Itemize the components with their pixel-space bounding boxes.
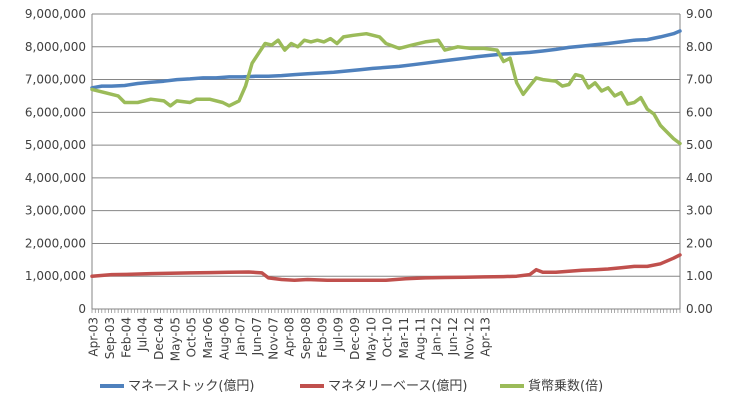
x-tick-label: Nov-07 (266, 317, 280, 360)
left-axis-tick-label: 9,000,000 (25, 7, 86, 21)
right-axis-tick-label: 2.00 (686, 236, 713, 250)
left-axis-tick-label: 2,000,000 (25, 236, 86, 250)
right-axis-tick-label: 0.00 (686, 302, 713, 316)
x-tick-label: Jan-07 (234, 317, 248, 356)
x-tick-label: Jun-07 (250, 317, 264, 356)
x-tick-label: Jan-12 (430, 317, 444, 356)
right-axis-tick-label: 4.00 (686, 171, 713, 185)
left-axis-tick-label: 6,000,000 (25, 105, 86, 119)
left-axis-tick-label: 8,000,000 (25, 40, 86, 54)
x-tick-label: Feb-04 (119, 317, 133, 358)
x-tick-label: May-10 (364, 317, 378, 361)
right-axis-tick-label: 9.00 (686, 7, 713, 21)
x-tick-label: Mar-06 (201, 317, 215, 358)
x-tick-label: Aug-11 (413, 317, 427, 360)
x-tick-label: Aug-06 (217, 317, 231, 360)
x-tick-label: Mar-11 (397, 317, 411, 358)
x-tick-label: Dec-09 (348, 317, 362, 360)
x-tick-label: Nov-12 (462, 317, 476, 360)
right-axis-tick-label: 7.00 (686, 73, 713, 87)
right-axis-tick-label: 5.00 (686, 138, 713, 152)
legend-label: マネタリーベース(億円) (328, 378, 468, 394)
x-tick-label: Sep-08 (299, 317, 313, 359)
right-axis-tick-label: 3.00 (686, 204, 713, 218)
x-tick-label: Feb-09 (315, 317, 329, 358)
money-multiplier-line (90, 31, 682, 146)
left-axis-tick-label: 0 (78, 302, 86, 316)
x-tick-label: Jun-12 (446, 317, 460, 356)
right-axis-tick-label: 1.00 (686, 269, 713, 283)
x-tick-label: Sep-03 (103, 317, 117, 359)
x-tick-label: Dec-04 (152, 317, 166, 360)
x-tick-label: Jul-04 (136, 317, 150, 352)
legend-label: 貨幣乗数(倍) (528, 378, 603, 394)
money-stock-line (90, 29, 682, 90)
x-tick-label: May-05 (168, 317, 182, 361)
legend-label: マネーストック(億円) (128, 378, 255, 394)
left-axis-tick-label: 1,000,000 (25, 269, 86, 283)
x-tick-label: Apr-03 (87, 317, 101, 357)
left-axis-tick-label: 3,000,000 (25, 204, 86, 218)
left-axis-tick-label: 7,000,000 (25, 73, 86, 87)
right-axis-tick-label: 6.00 (686, 105, 713, 119)
x-tick-label: Apr-13 (479, 317, 493, 357)
x-tick-label: Oct-05 (185, 317, 199, 357)
left-axis-tick-label: 5,000,000 (25, 138, 86, 152)
monetary-base-line (90, 253, 682, 282)
x-tick-label: Oct-10 (381, 317, 395, 357)
left-axis-tick-label: 4,000,000 (25, 171, 86, 185)
x-tick-label: Jul-09 (332, 317, 346, 352)
x-tick-label: Apr-08 (283, 317, 297, 357)
right-axis-tick-label: 8.00 (686, 40, 713, 54)
